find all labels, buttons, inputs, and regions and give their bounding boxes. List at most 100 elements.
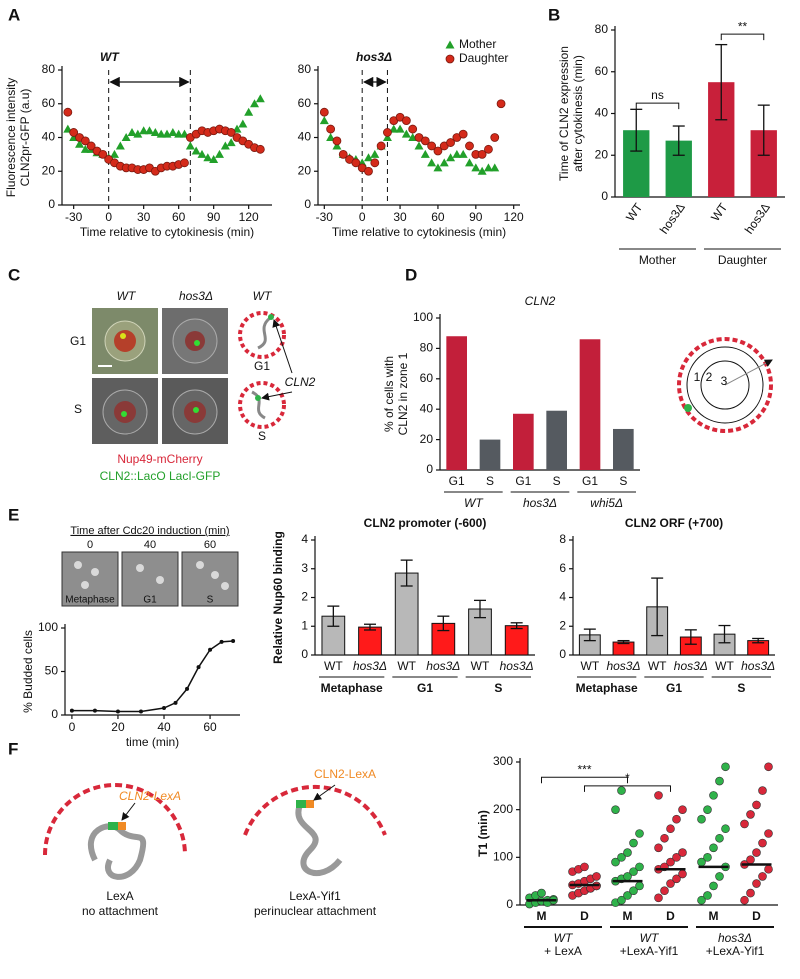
y-tick-label: 80 bbox=[42, 62, 56, 76]
point bbox=[420, 136, 430, 146]
stage-label: Metaphase bbox=[65, 595, 115, 606]
x-tick-label: WT bbox=[324, 659, 343, 673]
chart-title: CLN2 ORF (+700) bbox=[625, 516, 723, 530]
point bbox=[458, 149, 468, 158]
point bbox=[110, 149, 119, 158]
image-header: Time after Cdc20 induction (min) bbox=[70, 525, 229, 537]
point bbox=[180, 158, 189, 168]
y-tick-label: 2 bbox=[559, 618, 566, 632]
point bbox=[319, 107, 329, 117]
point bbox=[635, 881, 644, 891]
point bbox=[133, 129, 143, 138]
significance-bracket bbox=[541, 776, 628, 784]
point bbox=[370, 149, 380, 158]
construct-label: no attachment bbox=[82, 904, 159, 918]
x-tick-label: S bbox=[619, 474, 627, 488]
bar bbox=[358, 626, 382, 656]
point bbox=[63, 107, 73, 117]
group-label: +LexA-Yif1 bbox=[620, 944, 679, 958]
y-tick-label: 40 bbox=[595, 106, 609, 120]
point bbox=[383, 128, 392, 137]
point bbox=[150, 127, 160, 136]
stage-label: G1 bbox=[143, 595, 157, 606]
point bbox=[471, 163, 481, 172]
y-tick-label: 20 bbox=[595, 147, 609, 161]
y-tick-label: 40 bbox=[298, 130, 312, 144]
chromatin bbox=[87, 823, 147, 880]
point bbox=[427, 158, 437, 167]
gene-label: CLN2 bbox=[285, 375, 316, 389]
group-label: WT bbox=[554, 931, 574, 945]
point bbox=[617, 853, 626, 862]
x-tick-label: G1 bbox=[449, 474, 465, 488]
panel-c: WT hos3Δ WT G1 S G1 S CLN2 Nup49-mCherry… bbox=[70, 289, 316, 483]
y-tick-label: 8 bbox=[559, 532, 566, 546]
legend-text: CLN2::LacO LacI-GFP bbox=[100, 469, 221, 483]
point bbox=[715, 872, 724, 881]
locus bbox=[194, 340, 200, 346]
point bbox=[215, 149, 224, 158]
x-tick-label: 120 bbox=[239, 210, 259, 224]
x-tick-label: D bbox=[752, 909, 761, 923]
point bbox=[401, 116, 411, 126]
point bbox=[115, 709, 120, 714]
y-tick-label: 0 bbox=[51, 707, 58, 721]
y-tick-label: 6 bbox=[559, 561, 566, 575]
time-label: 0 bbox=[87, 539, 93, 551]
point bbox=[115, 141, 125, 150]
x-tick-label: D bbox=[580, 909, 589, 923]
panel-d-diagram: 1 2 3 bbox=[677, 337, 773, 433]
point bbox=[226, 128, 236, 137]
x-tick-label: 0 bbox=[359, 210, 366, 224]
zone-label: 2 bbox=[706, 370, 713, 384]
point bbox=[678, 805, 687, 814]
y-tick-label: 60 bbox=[595, 64, 609, 78]
point bbox=[238, 119, 248, 128]
point bbox=[145, 126, 154, 135]
y-tick-label: 100 bbox=[38, 620, 58, 634]
point bbox=[326, 124, 336, 134]
group-label: Metaphase bbox=[576, 681, 638, 695]
point bbox=[764, 864, 773, 874]
y-tick-label: 0 bbox=[301, 647, 308, 661]
point bbox=[654, 893, 663, 903]
group-label: Metaphase bbox=[321, 681, 383, 695]
panel-e-images: Time after Cdc20 induction (min) 0 40 60… bbox=[61, 525, 239, 607]
x-tick-label: 120 bbox=[504, 210, 524, 224]
point bbox=[672, 874, 681, 884]
y-tick-label: 0 bbox=[559, 647, 566, 661]
x-tick-label: 60 bbox=[431, 210, 445, 224]
y-axis-label: Relative Nup60 binding bbox=[271, 531, 285, 664]
point bbox=[185, 141, 195, 150]
point bbox=[408, 124, 418, 134]
point bbox=[197, 149, 207, 158]
point bbox=[537, 888, 546, 898]
point bbox=[446, 138, 455, 147]
x-tick-label: hos3Δ bbox=[741, 659, 775, 673]
point bbox=[483, 163, 493, 172]
point bbox=[721, 824, 730, 834]
significance-bracket bbox=[635, 102, 680, 110]
y-tick-label: 1 bbox=[301, 618, 308, 632]
point bbox=[635, 829, 644, 838]
time-label: 40 bbox=[144, 539, 156, 551]
point bbox=[395, 124, 405, 133]
point bbox=[672, 814, 681, 824]
point bbox=[740, 895, 749, 905]
panel-letter: F bbox=[8, 739, 18, 758]
point bbox=[332, 136, 342, 146]
y-axis-label: T1 (min) bbox=[476, 810, 490, 857]
point bbox=[623, 891, 632, 900]
construct-label: LexA-Yif1 bbox=[289, 889, 341, 903]
bar bbox=[513, 413, 534, 470]
point bbox=[623, 848, 632, 857]
locus bbox=[121, 411, 127, 417]
point bbox=[138, 709, 143, 714]
point bbox=[208, 647, 213, 652]
gene-box bbox=[296, 800, 306, 808]
x-tick-label: 60 bbox=[203, 720, 217, 734]
bar bbox=[504, 625, 529, 656]
point bbox=[629, 867, 638, 876]
group-label: G1 bbox=[417, 681, 433, 695]
zone-label: 3 bbox=[721, 374, 728, 388]
